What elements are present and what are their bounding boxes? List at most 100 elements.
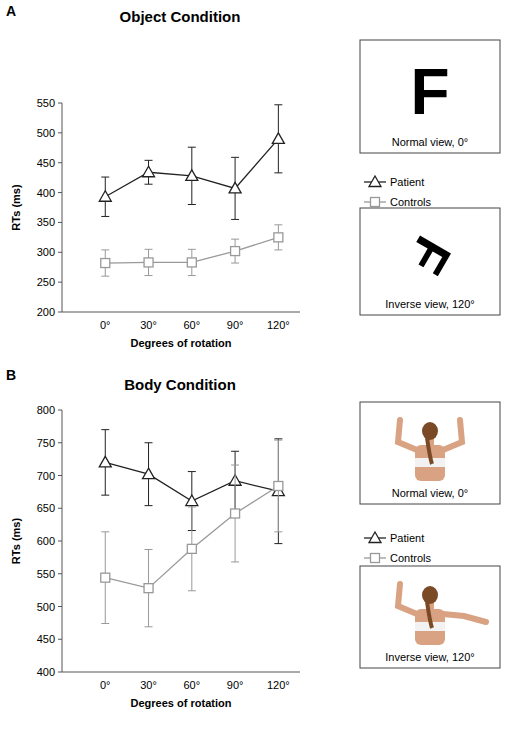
body-figure xyxy=(398,584,486,645)
error-bar xyxy=(274,225,282,250)
point xyxy=(274,233,283,242)
y-tick-label: 750 xyxy=(37,437,55,449)
y-tick-label: 800 xyxy=(37,404,55,416)
error-bar xyxy=(274,440,282,532)
y-tick xyxy=(58,222,62,223)
y-tick-label: 400 xyxy=(37,666,55,678)
legend: Patient Controls xyxy=(364,532,431,564)
error-bar xyxy=(231,239,239,263)
y-tick-label: 200 xyxy=(37,306,55,318)
legend-marker xyxy=(369,532,381,543)
x-tick-label: 30° xyxy=(140,319,157,331)
point xyxy=(144,258,153,267)
legend: PatientControls xyxy=(364,176,431,208)
y-tick-label: 250 xyxy=(37,276,55,288)
title: Object Condition xyxy=(120,8,241,25)
inset: Inverse view, 120° xyxy=(360,566,500,668)
inset-frame xyxy=(360,40,500,153)
series xyxy=(101,225,283,276)
panel-letter: A xyxy=(6,3,16,19)
y-tick xyxy=(58,541,62,542)
arm xyxy=(398,420,417,450)
arm xyxy=(443,614,486,622)
x-tick-label: 0° xyxy=(100,319,111,331)
y-tick xyxy=(58,475,62,476)
inset-caption: Inverse view, 120° xyxy=(385,298,474,310)
series xyxy=(99,105,284,220)
hair xyxy=(427,438,432,464)
figure: A Object Condition 200 250 300 350 400 450 500 55… xyxy=(0,0,509,734)
x-tick-label: 30° xyxy=(140,679,157,691)
error-bar xyxy=(101,532,109,624)
point xyxy=(272,133,284,144)
error-bar xyxy=(231,465,239,562)
inset-caption: Inverse view, 120° xyxy=(385,651,474,663)
legend-label: Patient xyxy=(390,176,424,188)
y-axis-title: RTs (ms) xyxy=(10,518,22,565)
x-tick-label: 90° xyxy=(227,319,244,331)
point xyxy=(99,191,111,202)
inset-frame xyxy=(360,566,500,668)
y-tick xyxy=(58,573,62,574)
y-tick xyxy=(58,410,62,411)
y-tick xyxy=(58,606,62,607)
legend-label: Patient xyxy=(390,532,424,544)
error-bar xyxy=(145,249,153,275)
arm xyxy=(443,420,462,450)
y-tick-label: 450 xyxy=(37,157,55,169)
y-tick xyxy=(58,132,62,133)
y-tick-label: 650 xyxy=(37,502,55,514)
point xyxy=(143,166,155,177)
y-tick xyxy=(58,192,62,193)
y-tick xyxy=(58,508,62,509)
y-tick-label: 350 xyxy=(37,216,55,228)
y-tick-label: 300 xyxy=(37,246,55,258)
inset-caption: Normal view, 0° xyxy=(392,487,469,499)
head xyxy=(422,422,438,440)
head xyxy=(422,586,438,604)
x-tick-label: 60° xyxy=(183,319,200,331)
point xyxy=(186,495,198,506)
series xyxy=(101,440,283,627)
inset: F Normal view, 0° xyxy=(360,40,500,153)
y-tick-label: 500 xyxy=(37,601,55,613)
point xyxy=(186,170,198,181)
y-tick-label: 400 xyxy=(37,187,55,199)
y-tick-label: 500 xyxy=(37,127,55,139)
panel-letter: B xyxy=(6,367,16,383)
x-tick-label: 120° xyxy=(267,679,290,691)
y-tick xyxy=(58,252,62,253)
x-axis xyxy=(62,312,300,313)
error-bar xyxy=(188,249,196,275)
point xyxy=(101,573,110,582)
x-axis xyxy=(62,672,300,673)
point xyxy=(187,258,196,267)
inset-frame xyxy=(360,402,500,504)
x-tick-label: 0° xyxy=(100,679,111,691)
point xyxy=(231,247,240,256)
y-axis-title: RTs (ms) xyxy=(10,184,22,231)
plot-area xyxy=(99,105,284,276)
point xyxy=(143,468,155,479)
y-tick xyxy=(58,639,62,640)
y-tick-label: 550 xyxy=(37,97,55,109)
title: Body Condition xyxy=(124,376,236,393)
x-axis-title: Degrees of rotation xyxy=(131,697,232,709)
body-figure xyxy=(398,420,462,481)
inset-symbol: F xyxy=(396,227,462,284)
inset-symbol: F xyxy=(410,56,449,128)
y-tick xyxy=(58,103,62,104)
y-tick xyxy=(58,282,62,283)
legend-marker xyxy=(371,198,380,207)
hair xyxy=(427,602,432,628)
point xyxy=(229,182,241,193)
inset-frame xyxy=(360,208,500,315)
y-tick-label: 700 xyxy=(37,470,55,482)
x-axis-title: Degrees of rotation xyxy=(131,337,232,349)
inset-caption: Normal view, 0° xyxy=(392,136,469,148)
point xyxy=(231,509,240,518)
panel: BBody Condition4004505005506006507007508… xyxy=(6,367,500,709)
y-tick xyxy=(58,162,62,163)
y-tick-label: 600 xyxy=(37,535,55,547)
legend-label: Controls xyxy=(390,552,431,564)
